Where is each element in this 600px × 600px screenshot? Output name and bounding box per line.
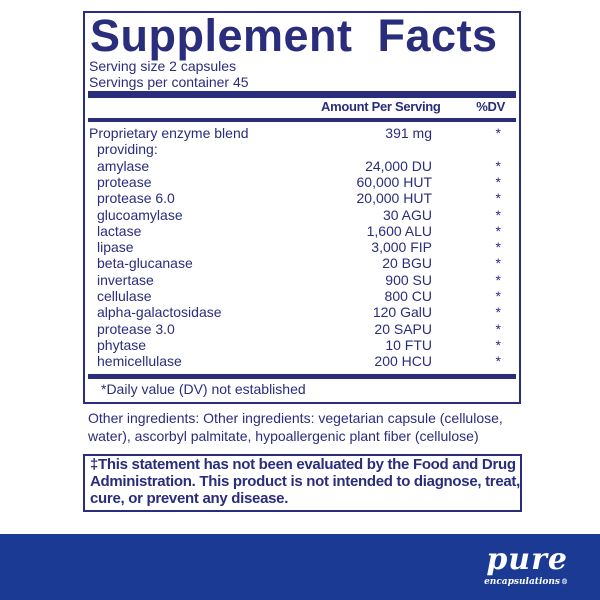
nutrient-dv: *	[495, 304, 501, 321]
nutrient-dv: *	[495, 157, 501, 174]
divider-thick	[88, 91, 516, 98]
nutrient-row: invertase 900 SU *	[89, 272, 516, 288]
nutrient-dv: *	[495, 206, 501, 223]
nutrient-name: Proprietary enzyme blend	[89, 125, 249, 141]
nutrient-amount: 200 HCU	[374, 353, 432, 370]
registered-mark: ®	[561, 577, 568, 586]
nutrient-dv: *	[495, 173, 501, 190]
nutrient-name: glucoamylase	[97, 206, 183, 223]
nutrient-row: providing:	[89, 141, 516, 157]
nutrient-dv: *	[495, 353, 501, 370]
brand-name: pure	[486, 542, 568, 577]
nutrient-amount: 24,000 DU	[365, 157, 432, 174]
nutrient-name: protease	[97, 173, 152, 190]
nutrient-dv: *	[495, 320, 501, 337]
nutrient-row: alpha-galactosidase 120 GalU *	[89, 304, 516, 320]
nutrient-amount: 3,000 FIP	[371, 239, 432, 256]
nutrient-row: lactase 1,600 ALU *	[89, 223, 516, 239]
nutrient-name: phytase	[97, 336, 147, 353]
nutrient-row: protease 3.0 20 SAPU *	[89, 321, 516, 337]
nutrient-amount: 20 BGU	[382, 255, 432, 272]
nutrient-row: Proprietary enzyme blend 391 mg *	[89, 125, 516, 141]
nutrient-dv: *	[495, 255, 501, 272]
nutrient-name: amylase	[97, 157, 150, 174]
nutrient-row: amylase 24,000 DU *	[89, 158, 516, 174]
panel-title: Supplement Facts	[90, 10, 498, 61]
servings-per-container: Servings per container 45	[89, 74, 249, 90]
nutrient-row: hemicellulase 200 HCU *	[89, 353, 516, 369]
nutrient-dv: *	[495, 125, 501, 141]
nutrient-row: cellulase 800 CU *	[89, 288, 516, 304]
nutrient-name: cellulase	[97, 288, 152, 304]
nutrient-dv: *	[495, 222, 501, 239]
nutrient-name: hemicellulase	[97, 353, 182, 370]
nutrient-name: protease 3.0	[97, 320, 175, 337]
nutrient-amount: 10 FTU	[385, 336, 432, 353]
nutrient-amount: 1,600 ALU	[366, 222, 432, 239]
nutrient-amount: 800 CU	[384, 288, 432, 304]
serving-size: Serving size 2 capsules	[89, 58, 237, 74]
brand-tagline: encapsulations	[484, 577, 560, 587]
nutrient-amount: 391 mg	[385, 125, 432, 141]
other-ingredients: Other ingredients: Other ingredients: ve…	[88, 410, 503, 444]
nutrient-name: invertase	[97, 271, 154, 288]
nutrient-row: beta-glucanase 20 BGU *	[89, 255, 516, 271]
brand-logo: pure encapsulations®	[484, 544, 568, 588]
nutrient-amount: 20,000 HUT	[356, 190, 432, 207]
dv-footnote: *Daily value (DV) not established	[101, 381, 306, 397]
nutrient-name: alpha-galactosidase	[97, 304, 222, 321]
supplement-facts-panel: Supplement Facts Serving size 2 capsules…	[83, 11, 521, 404]
nutrient-dv: *	[495, 271, 501, 288]
nutrient-row: lipase 3,000 FIP *	[89, 239, 516, 255]
nutrient-dv: *	[495, 288, 501, 304]
divider-bottom	[88, 374, 516, 379]
nutrient-dv: *	[495, 336, 501, 353]
nutrient-dv: *	[495, 190, 501, 207]
nutrient-name: lactase	[97, 222, 142, 239]
nutrient-amount: 30 AGU	[382, 206, 432, 223]
nutrient-amount: 900 SU	[385, 271, 432, 288]
nutrient-name: lipase	[97, 239, 134, 256]
nutrient-row: protease 60,000 HUT *	[89, 174, 516, 190]
nutrient-row: glucoamylase 30 AGU *	[89, 207, 516, 223]
fda-statement: ‡This statement has not been evaluated b…	[83, 454, 522, 512]
nutrient-amount: 120 GalU	[372, 304, 432, 321]
amount-header: Amount Per Serving	[321, 99, 441, 114]
nutrient-amount: 20 SAPU	[374, 320, 432, 337]
nutrient-row: protease 6.0 20,000 HUT *	[89, 190, 516, 206]
nutrient-name: beta-glucanase	[97, 255, 193, 272]
divider-medium	[88, 118, 516, 122]
nutrient-row: phytase 10 FTU *	[89, 337, 516, 353]
dv-header: %DV	[476, 99, 505, 114]
nutrient-amount: 60,000 HUT	[356, 173, 432, 190]
nutrient-name: protease 6.0	[97, 190, 175, 207]
nutrient-name: providing:	[97, 141, 158, 158]
brand-band: pure encapsulations®	[0, 534, 600, 600]
nutrient-dv: *	[495, 239, 501, 256]
